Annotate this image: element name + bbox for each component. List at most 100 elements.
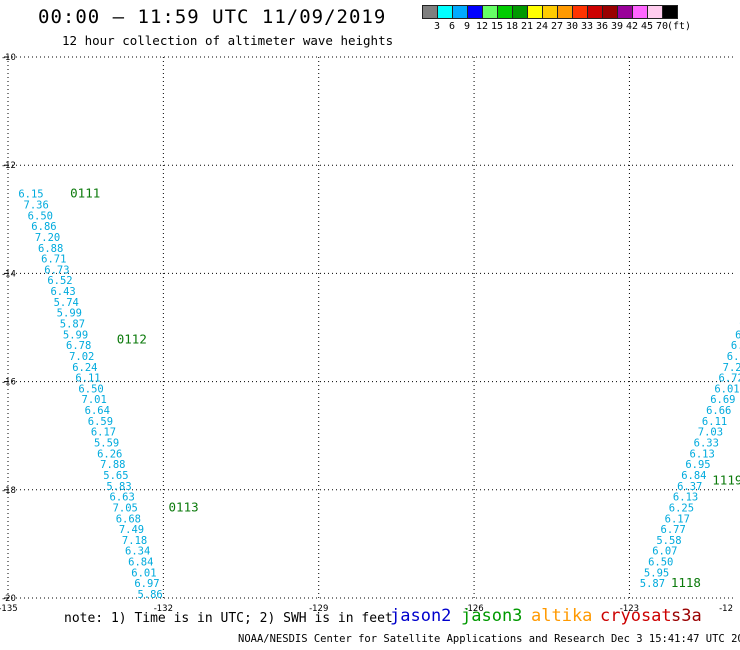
pass-time-label: 1119 xyxy=(712,472,740,487)
page-title: 00:00 – 11:59 UTC 11/09/2019 xyxy=(38,6,387,28)
wave-height-label: 5.83 xyxy=(106,481,131,493)
wave-height-label: 6.95 xyxy=(685,459,710,471)
pass-time-label: 0111 xyxy=(70,186,100,201)
wave-height-label: 6.97 xyxy=(134,578,159,590)
wave-height-label: 6.17 xyxy=(91,427,116,439)
wave-height-label: 5.87 xyxy=(640,578,665,590)
longitude-tick-label: -135 xyxy=(0,604,18,614)
wave-height-label: 6.45 xyxy=(731,340,740,352)
wave-height-label: 6.72 xyxy=(719,373,740,385)
longitude-tick-label: -12 xyxy=(719,604,733,614)
latitude-tick-label: -16 xyxy=(2,378,16,388)
color-legend-label: (ft) xyxy=(667,21,692,32)
longitude-tick-label: -129 xyxy=(309,604,328,614)
longitude-tick-label: -126 xyxy=(464,604,483,614)
wave-height-label: 5.95 xyxy=(644,567,669,579)
map-grid xyxy=(7,56,733,599)
wave-height-label: 6.56 xyxy=(727,351,740,363)
wave-height-label: 5.65 xyxy=(103,470,128,482)
altimeter-tracks: 6.157.366.506.867.206.886.716.736.526.43… xyxy=(18,186,740,601)
color-legend-label: 70 xyxy=(655,21,669,32)
color-legend xyxy=(422,5,678,19)
wave-height-label: 6.66 xyxy=(706,405,731,417)
wave-height-label: 5.87 xyxy=(60,319,85,331)
wave-height-label: 7.05 xyxy=(113,502,138,514)
color-legend-label: 39 xyxy=(610,21,624,32)
wave-height-label: 6.01 xyxy=(714,383,739,395)
wave-height-label: 6.07 xyxy=(652,546,677,558)
latitude-tick-label: -12 xyxy=(2,161,16,171)
color-legend-label: 30 xyxy=(565,21,579,32)
wave-height-label: 6.69 xyxy=(710,394,735,406)
wave-height-label: 5.74 xyxy=(54,297,79,309)
pass-time-label: 0112 xyxy=(117,332,147,347)
latitude-tick-label: -10 xyxy=(2,53,16,63)
wave-height-label: 6.15 xyxy=(18,189,43,201)
wave-height-label: 5.99 xyxy=(57,308,82,320)
wave-height-label: 7.49 xyxy=(119,524,144,536)
wave-height-label: 5.99 xyxy=(63,329,88,341)
satellite-legend-item: cryosat xyxy=(600,606,672,626)
wave-height-label: 6.86 xyxy=(31,221,56,233)
wave-height-label: 7.03 xyxy=(698,427,723,439)
color-legend-label: 3 xyxy=(433,21,441,32)
satellite-legend-item: jason2 xyxy=(390,606,452,626)
color-legend-label: 36 xyxy=(595,21,609,32)
wave-height-label: 7.02 xyxy=(69,351,94,363)
wave-height-label: 6.13 xyxy=(673,492,698,504)
latitude-tick-label: -18 xyxy=(2,486,16,496)
wave-height-label: 5.59 xyxy=(94,438,119,450)
wave-height-label: 6.01 xyxy=(131,567,156,579)
wave-height-label: 6.26 xyxy=(97,448,122,460)
color-legend-label: 45 xyxy=(640,21,654,32)
wave-height-label: 6.13 xyxy=(690,448,715,460)
color-legend-label: 15 xyxy=(490,21,504,32)
wave-height-label: 6.68 xyxy=(116,513,141,525)
footer-credit: NOAA/NESDIS Center for Satellite Applica… xyxy=(238,633,740,645)
wave-height-label: 7.88 xyxy=(100,459,125,471)
longitude-tick-label: -123 xyxy=(620,604,639,614)
latitude-tick-label: -14 xyxy=(2,269,16,279)
color-legend-label: 24 xyxy=(535,21,549,32)
wave-height-label: 6.34 xyxy=(125,546,150,558)
pass-time-label: 1118 xyxy=(671,575,701,590)
color-legend-label: 33 xyxy=(580,21,594,32)
longitude-tick-label: -132 xyxy=(154,604,173,614)
page-subtitle: 12 hour collection of altimeter wave hei… xyxy=(62,33,394,48)
units-note: note: 1) Time is in UTC; 2) SWH is in fe… xyxy=(64,611,393,626)
wave-height-label: 6.37 xyxy=(677,481,702,493)
wave-height-label: 7.36 xyxy=(24,199,49,211)
color-legend-label: 27 xyxy=(550,21,564,32)
wave-height-label: 6.59 xyxy=(88,416,113,428)
axis-ticks: -10 -12 -14 -16 -18 -20-135 -132 -129 -126 -123 -1… xyxy=(0,53,733,614)
wave-height-label: 6.73 xyxy=(44,264,69,276)
wave-height-label: 6.88 xyxy=(38,243,63,255)
wave-height-label: 6.33 xyxy=(694,438,719,450)
wave-height-label: 6.84 xyxy=(128,557,153,569)
wave-height-label: 6.11 xyxy=(75,373,100,385)
latitude-tick-label: -20 xyxy=(2,594,16,604)
wave-height-label: 6.24 xyxy=(72,362,97,374)
wave-height-label: 6.43 xyxy=(50,286,75,298)
wave-height-label: 5.86 xyxy=(137,589,162,601)
wave-height-label: 5.58 xyxy=(656,535,681,547)
wave-height-label: 6.50 xyxy=(78,383,103,395)
wave-height-label: 7.18 xyxy=(122,535,147,547)
wave-height-label: 6.25 xyxy=(669,502,694,514)
wave-height-label: 6.71 xyxy=(41,254,66,266)
wave-height-label: 6.50 xyxy=(648,557,673,569)
wave-height-label: 6.59 xyxy=(735,329,740,341)
pass-time-label: 0113 xyxy=(169,499,199,514)
color-legend-label: 42 xyxy=(625,21,639,32)
satellite-legend-item: s3a xyxy=(671,606,702,626)
wave-height-label: 6.84 xyxy=(681,470,706,482)
wave-height-label: 7.22 xyxy=(723,362,740,374)
color-swatch xyxy=(662,5,678,19)
color-legend-label: 12 xyxy=(475,21,489,32)
wave-height-label: 7.01 xyxy=(82,394,107,406)
wave-height-label: 7.20 xyxy=(35,232,60,244)
satellite-legend-item: altika xyxy=(531,606,593,626)
satellite-legend-item: jason3 xyxy=(461,606,523,626)
color-legend-label: 6 xyxy=(448,21,456,32)
